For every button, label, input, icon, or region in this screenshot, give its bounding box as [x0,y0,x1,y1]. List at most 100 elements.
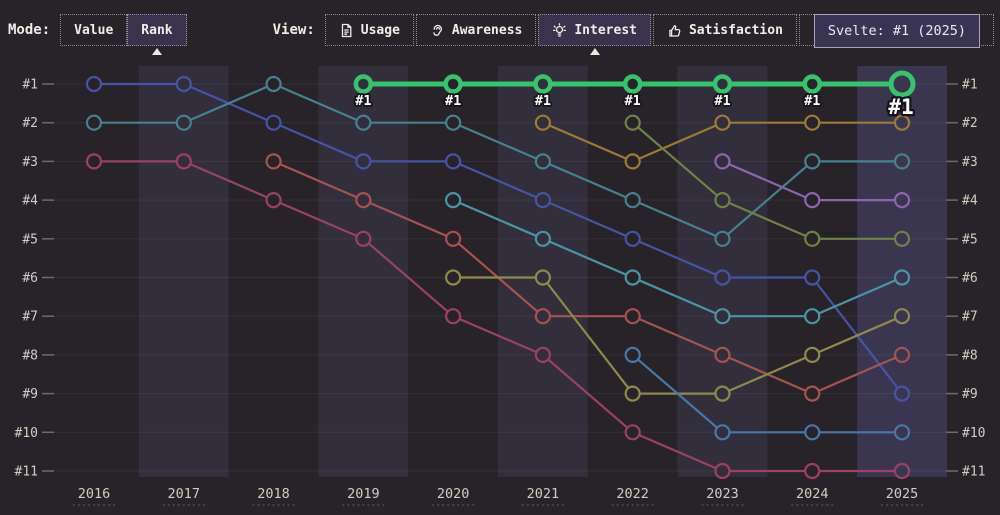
data-point[interactable] [445,269,462,286]
data-point[interactable] [445,230,462,247]
data-point[interactable] [85,75,103,93]
series-olive-green[interactable] [624,114,911,247]
data-point[interactable] [893,385,911,402]
x-axis-label[interactable]: 2017 [168,486,201,502]
data-point[interactable] [624,153,641,170]
data-point[interactable] [893,114,911,131]
data-point[interactable] [893,308,911,325]
x-axis-label[interactable]: 2020 [437,486,470,502]
data-point[interactable] [893,153,911,170]
data-point[interactable] [445,308,462,325]
data-point[interactable] [534,153,552,170]
data-point[interactable] [355,114,372,131]
data-point[interactable] [804,385,821,402]
data-point[interactable] [175,153,192,170]
data-point[interactable] [624,346,641,363]
series-crimson[interactable] [85,153,911,480]
data-point[interactable] [445,114,462,131]
series-teal[interactable] [85,75,911,247]
data-point[interactable] [714,346,731,363]
data-point[interactable] [893,424,911,441]
data-point[interactable] [804,308,821,325]
x-axis-label[interactable]: 2024 [796,486,829,502]
x-axis-label[interactable]: 2018 [257,486,290,502]
data-point[interactable] [445,153,462,170]
series-purple[interactable] [714,153,911,209]
data-point[interactable] [893,346,911,363]
data-point[interactable] [622,74,643,94]
series-steel-blue[interactable] [624,346,911,441]
data-point[interactable] [802,74,822,94]
x-axis-label[interactable]: 2019 [347,486,380,502]
data-point[interactable] [445,192,462,209]
data-point[interactable] [355,192,372,209]
x-axis-label[interactable]: 2022 [616,486,649,502]
data-point[interactable] [714,192,731,209]
data-point[interactable] [714,269,731,286]
data-point[interactable] [85,114,103,131]
data-point[interactable] [624,269,641,286]
data-point[interactable] [712,74,733,94]
series-svelte[interactable]: #1 #1 #1 #1 #1 #1 #1 [353,70,916,121]
x-axis-label[interactable]: 2016 [78,486,111,502]
data-point[interactable] [355,153,372,170]
x-axis-label[interactable]: 2023 [706,486,739,502]
data-point[interactable] [893,230,911,247]
data-point[interactable] [443,74,463,94]
data-point[interactable] [265,153,282,170]
data-point[interactable] [265,192,282,209]
data-point[interactable] [804,269,821,286]
data-point[interactable] [624,385,641,402]
data-point[interactable] [714,385,731,402]
series-gold[interactable] [534,114,911,170]
data-point[interactable] [353,74,374,94]
data-point[interactable] [714,308,731,325]
data-point[interactable] [804,192,821,209]
data-point[interactable] [624,308,641,325]
data-point[interactable] [714,462,731,480]
y-axis-label-right: #5 [962,232,978,247]
data-point[interactable] [534,346,552,363]
data-point[interactable] [624,114,641,131]
data-point[interactable] [714,114,731,131]
mode-rank-button[interactable]: Rank [127,14,187,46]
x-axis-label[interactable]: 2025 [886,486,919,502]
data-point[interactable] [714,424,731,441]
data-point[interactable] [714,230,731,247]
data-point[interactable] [804,424,821,441]
data-point[interactable] [355,230,372,247]
series-salmon[interactable] [265,153,911,402]
data-point[interactable] [804,230,821,247]
data-point[interactable] [534,308,552,325]
data-point[interactable] [85,153,103,170]
data-point[interactable] [888,70,916,98]
data-point[interactable] [533,74,553,94]
view-usage-button[interactable]: Usage [324,14,414,46]
data-point[interactable] [804,153,821,170]
data-point[interactable] [804,114,821,131]
data-point[interactable] [624,230,641,247]
data-point[interactable] [624,192,641,209]
data-point[interactable] [714,153,731,170]
data-point[interactable] [624,424,641,441]
data-point[interactable] [893,462,911,480]
data-point[interactable] [265,114,282,131]
data-point[interactable] [893,192,911,209]
x-axis-label[interactable]: 2021 [527,486,560,502]
data-point[interactable] [265,75,282,93]
view-satisfaction-button[interactable]: Satisfaction [652,14,797,46]
series-cyan[interactable] [445,192,911,325]
data-point[interactable] [804,462,821,480]
data-point[interactable] [804,346,821,363]
data-point[interactable] [534,269,552,286]
data-point[interactable] [534,114,552,131]
data-point[interactable] [534,230,552,247]
data-point[interactable] [175,75,192,93]
view-awareness-button[interactable]: Awareness [415,14,537,46]
data-point[interactable] [175,114,192,131]
mode-value-button[interactable]: Value [60,14,128,46]
data-point[interactable] [893,269,911,286]
data-point[interactable] [534,192,552,209]
view-interest-button[interactable]: Interest [538,14,651,46]
